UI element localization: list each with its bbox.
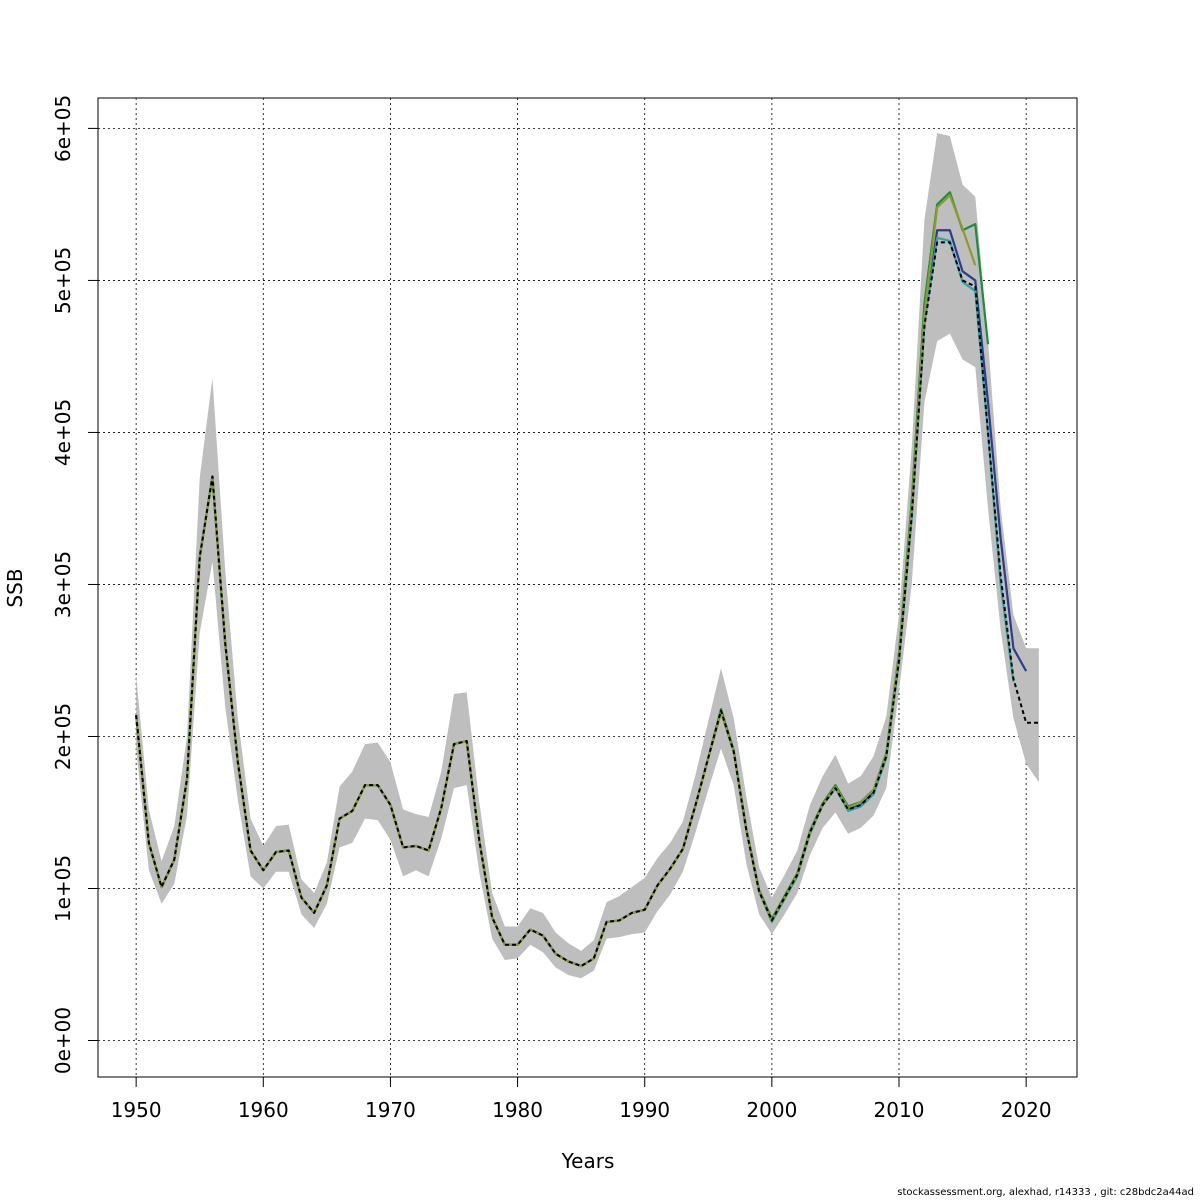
x-tick-label: 2000 bbox=[746, 1098, 797, 1122]
y-tick-label: 2e+05 bbox=[51, 703, 75, 770]
y-axis: 0e+00 1e+05 2e+05 3e+05 4e+05 5e+05 6e+05 bbox=[51, 95, 98, 1074]
y-tick-label: 5e+05 bbox=[51, 247, 75, 314]
footer-credit: stockassessment.org, alexhad, r14333 , g… bbox=[897, 1187, 1194, 1198]
x-tick-label: 1960 bbox=[238, 1098, 289, 1122]
series-line-1 bbox=[135, 241, 1039, 968]
confidence-band bbox=[136, 132, 1039, 979]
x-tick-label: 1980 bbox=[492, 1098, 543, 1122]
y-tick-label: 3e+05 bbox=[51, 551, 75, 618]
x-tick-label: 1970 bbox=[365, 1098, 416, 1122]
y-tick-label: 6e+05 bbox=[51, 95, 75, 162]
y-tick-label: 4e+05 bbox=[51, 399, 75, 466]
y-tick-label: 0e+00 bbox=[51, 1007, 75, 1074]
x-tick-label: 2010 bbox=[874, 1098, 925, 1122]
x-axis: 1950 1960 1970 1980 1990 2000 2010 2020 bbox=[111, 1077, 1052, 1122]
x-axis-title: Years bbox=[561, 1149, 615, 1173]
y-tick-label: 1e+05 bbox=[51, 855, 75, 922]
x-tick-label: 1990 bbox=[619, 1098, 670, 1122]
x-tick-label: 2020 bbox=[1001, 1098, 1052, 1122]
x-tick-label: 1950 bbox=[111, 1098, 162, 1122]
plot-frame bbox=[97, 97, 1078, 1078]
confidence-band-area bbox=[136, 132, 1039, 979]
series-lines bbox=[135, 191, 1039, 968]
y-axis-title: SSB bbox=[3, 568, 27, 607]
